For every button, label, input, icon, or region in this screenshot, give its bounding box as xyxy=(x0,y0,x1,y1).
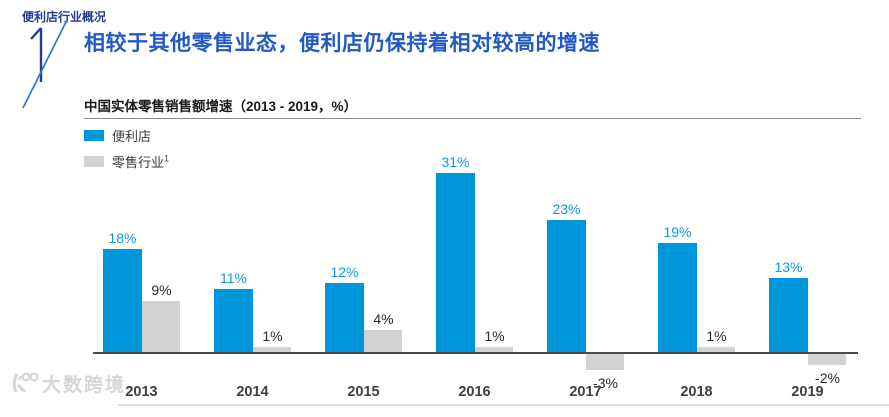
bar-value-label: 19% xyxy=(663,223,692,240)
watermark-logo-icon xyxy=(12,372,38,394)
bar-group: 19% 1% xyxy=(641,140,752,353)
watermark-text: 大数跨境 xyxy=(42,374,127,396)
retail-industry-bar[interactable] xyxy=(364,329,402,353)
bar-group: 13% -2% xyxy=(752,140,863,386)
legend-item-retail-industry[interactable]: 零售行业1 xyxy=(84,152,169,170)
convenience-store-bar[interactable] xyxy=(214,289,253,353)
bar-value-label: 1% xyxy=(484,328,505,345)
retail-industry-bar[interactable] xyxy=(253,347,291,353)
section-number-mark xyxy=(10,18,80,117)
page-title: 相较于其他零售业态，便利店仍保持着相对较高的增速 xyxy=(84,32,600,55)
legend-label: 便利店 xyxy=(112,128,152,144)
convenience-store-bar[interactable] xyxy=(769,277,808,353)
x-axis-label: 2018 xyxy=(680,384,713,400)
plot-area: 18% 9% 11% 1% 12% 4% 31% 1% 23% -3% 19% 1% 13% -2% xyxy=(86,140,863,391)
x-axis-label: 2017 xyxy=(569,384,602,400)
bar-value-label: 18% xyxy=(108,229,137,246)
chart-title: 中国实体零售销售额增速（2013 - 2019，%） xyxy=(84,99,358,114)
bar-value-label: -3% xyxy=(593,375,618,392)
bar-value-label: 12% xyxy=(330,264,359,281)
x-axis-label: 2013 xyxy=(125,384,158,400)
legend-swatch-gray xyxy=(84,155,104,167)
x-axis-line xyxy=(93,352,858,354)
x-axis-label: 2015 xyxy=(347,384,380,400)
footer-rule xyxy=(118,404,889,406)
bar-group: 18% 9% xyxy=(86,140,197,353)
bar-group: 12% 4% xyxy=(308,140,419,353)
bar-value-label: -2% xyxy=(815,369,840,386)
retail-industry-bar[interactable] xyxy=(697,347,735,353)
bar-value-label: 11% xyxy=(220,270,247,287)
number-one-slash-icon xyxy=(22,19,68,109)
bar-value-label: 31% xyxy=(441,154,470,171)
bar-value-label: 9% xyxy=(151,281,172,298)
legend-label: 零售行业1 xyxy=(112,153,170,170)
bar-value-label: 23% xyxy=(552,200,581,217)
retail-industry-bar[interactable] xyxy=(586,353,624,371)
watermark: 大数跨境 xyxy=(8,368,126,398)
year-axis: 2013 2014 2015 2016 2017 2018 2019 xyxy=(86,384,863,400)
bar-value-label: 13% xyxy=(774,258,803,275)
retail-industry-bar[interactable] xyxy=(808,353,846,365)
bar-value-label: 4% xyxy=(373,310,394,327)
convenience-store-bar[interactable] xyxy=(103,248,142,353)
x-axis-label: 2019 xyxy=(791,384,824,400)
convenience-store-bar[interactable] xyxy=(325,283,364,353)
bar-group: 23% -3% xyxy=(530,140,641,391)
retail-industry-bar[interactable] xyxy=(142,300,180,353)
convenience-store-bar[interactable] xyxy=(658,242,697,353)
bar-value-label: 1% xyxy=(262,328,283,345)
section-eyebrow: 便利店行业概况 xyxy=(22,10,107,24)
bar-group: 31% 1% xyxy=(419,140,530,353)
footnote-marker: 1 xyxy=(164,153,170,164)
bar-value-label: 1% xyxy=(706,328,727,345)
convenience-store-bar[interactable] xyxy=(547,219,586,353)
x-axis-label: 2016 xyxy=(458,384,491,400)
x-axis-label: 2014 xyxy=(236,384,269,400)
chart-legend: 便利店 零售行业1 xyxy=(84,126,169,178)
convenience-store-bar[interactable] xyxy=(436,173,475,353)
retail-industry-bar[interactable] xyxy=(475,347,513,353)
legend-swatch-blue xyxy=(84,129,104,141)
chart-title-rule xyxy=(84,118,861,119)
legend-item-convenience-store[interactable]: 便利店 xyxy=(84,126,169,144)
bar-group: 11% 1% xyxy=(197,140,308,353)
